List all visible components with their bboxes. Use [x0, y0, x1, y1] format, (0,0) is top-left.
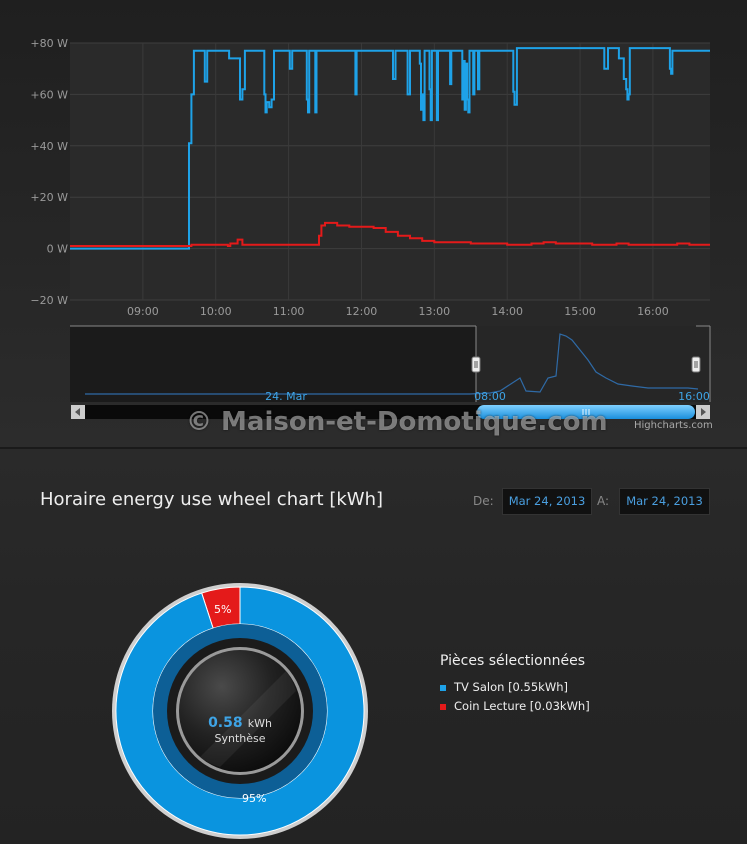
plot-area — [70, 43, 710, 300]
legend-title: Pièces sélectionnées — [440, 653, 586, 669]
watermark: © Maison-et-Domotique.com — [186, 407, 608, 437]
arrow-right-icon — [701, 408, 706, 416]
y-tick-label: +80 W — [30, 37, 68, 50]
x-tick-label: 10:00 — [200, 305, 232, 318]
x-tick-label: 13:00 — [418, 305, 450, 318]
legend-item-label: TV Salon [0.55kWh] — [454, 680, 568, 694]
navigator-series — [85, 333, 699, 395]
navigator-label: 16:00 — [678, 390, 710, 403]
y-tick-label: −20 W — [30, 294, 68, 307]
to-date-input[interactable]: Mar 24, 2013 — [619, 488, 710, 515]
y-tick-label: +60 W — [30, 88, 68, 101]
y-tick-label: +40 W — [30, 140, 68, 153]
x-tick-label: 12:00 — [346, 305, 378, 318]
highcharts-credit[interactable]: Highcharts.com — [634, 420, 713, 431]
from-date-label: De: — [473, 494, 494, 508]
pie-legend: Pièces sélectionnées TV Salon [0.55kWh] … — [440, 653, 590, 716]
center-value: 0.58 — [208, 715, 243, 731]
center-label: Synthèse — [214, 732, 266, 745]
power-line-chart: +80 W +60 W +40 W +20 W 0 W −20 W 09:00 10:00 11… — [30, 37, 711, 419]
series-line-blue — [70, 47, 710, 250]
x-tick-label: 16:00 — [637, 305, 669, 318]
x-tick-label: 09:00 — [127, 305, 159, 318]
navigator-handle-left[interactable] — [471, 356, 481, 373]
y-tick-label: 0 W — [47, 243, 68, 256]
panel-separator — [0, 447, 747, 449]
wheel-center-summary: 0.58 kWh Synthèse — [190, 712, 290, 745]
arrow-left-icon — [75, 408, 80, 416]
legend-item-tv-salon[interactable]: TV Salon [0.55kWh] — [440, 678, 590, 697]
legend-item-coin-lecture[interactable]: Coin Lecture [0.03kWh] — [440, 697, 590, 716]
x-tick-label: 14:00 — [491, 305, 523, 318]
slice-label-coin-lecture: 5% — [214, 603, 232, 616]
to-date-label: A: — [597, 494, 610, 508]
y-tick-label: +20 W — [30, 191, 68, 204]
center-unit: kWh — [247, 717, 272, 730]
navigator-handle-right[interactable] — [691, 356, 701, 373]
legend-swatch-red — [440, 703, 446, 710]
from-date-input[interactable]: Mar 24, 2013 — [502, 488, 592, 515]
navigator-mask — [70, 326, 476, 402]
navigator-area — [70, 326, 710, 402]
legend-item-label: Coin Lecture [0.03kWh] — [454, 699, 590, 713]
navigator-label: 08:00 — [474, 390, 506, 403]
legend-swatch-blue — [440, 684, 446, 691]
navigator-label: 24. Mar — [265, 390, 307, 403]
line-chart-panel: +80 W +60 W +40 W +20 W 0 W −20 W 09:00 10:00 11… — [0, 0, 747, 447]
x-tick-label: 11:00 — [273, 305, 305, 318]
series-line-red — [70, 221, 710, 247]
slice-label-tv-salon: 95% — [242, 792, 267, 805]
wheel-chart-title: Horaire energy use wheel chart [kWh] — [40, 489, 383, 510]
x-tick-label: 15:00 — [564, 305, 596, 318]
